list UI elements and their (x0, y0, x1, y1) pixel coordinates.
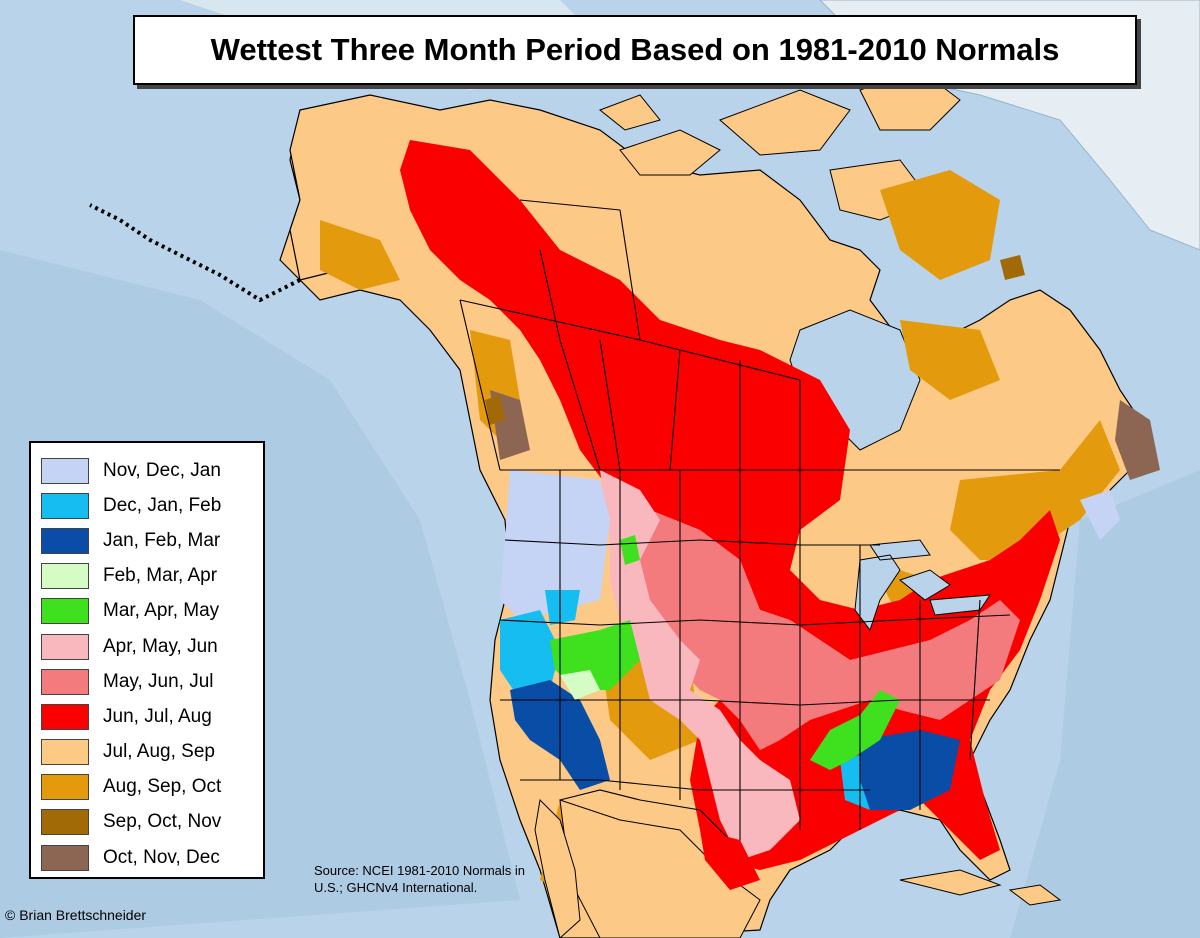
legend-label: Dec, Jan, Feb (103, 494, 222, 516)
legend-label: Oct, Nov, Dec (103, 846, 220, 868)
region-aug-sep-oct (320, 170, 1120, 900)
legend-swatch (41, 739, 89, 766)
legend-swatch (41, 492, 89, 519)
legend-swatch (41, 633, 89, 660)
legend-swatch (41, 809, 89, 836)
great-lakes (854, 539, 991, 632)
region-feb-mar-apr (560, 670, 600, 700)
legend-swatch (41, 457, 89, 484)
legend-label: Aug, Sep, Oct (103, 776, 222, 798)
legend-label: Apr, May, Jun (103, 635, 218, 657)
legend-swatch (41, 598, 89, 625)
legend-swatch (41, 527, 89, 554)
legend-item: Sep, Oct, Nov (41, 805, 263, 840)
map-title: Wettest Three Month Period Based on 1981… (133, 15, 1137, 85)
legend-item: Mar, Apr, May (41, 594, 263, 629)
legend-item: May, Jun, Jul (41, 664, 263, 699)
region-apr-may-jun (600, 470, 800, 860)
author-credit: © Brian Brettschneider (5, 907, 147, 923)
legend-item: Nov, Dec, Jan (41, 453, 263, 488)
legend-item: Aug, Sep, Oct (41, 770, 263, 805)
legend-item: Apr, May, Jun (41, 629, 263, 664)
legend-item: Feb, Mar, Apr (41, 559, 263, 594)
mexico-land (559, 799, 761, 938)
legend-label: Mar, Apr, May (103, 600, 220, 622)
legend-label: Nov, Dec, Jan (103, 459, 221, 481)
legend-swatch (41, 774, 89, 801)
legend-item: Dec, Jan, Feb (41, 488, 263, 523)
political-borders (459, 199, 1060, 860)
legend-swatch (41, 563, 89, 590)
legend-label: May, Jun, Jul (103, 670, 214, 692)
arctic-islands (599, 69, 961, 221)
legend-item: Jul, Aug, Sep (41, 735, 263, 770)
baja-california (534, 798, 581, 938)
legend-label: Jul, Aug, Sep (103, 741, 215, 763)
legend: Nov, Dec, Jan Dec, Jan, Feb Jan, Feb, Ma… (29, 441, 265, 879)
legend-label: Feb, Mar, Apr (103, 565, 218, 587)
aleutian-chain (89, 203, 301, 303)
legend-item: Oct, Nov, Dec (41, 840, 263, 875)
caribbean-islands (899, 869, 1062, 906)
legend-swatch (41, 703, 89, 730)
legend-label: Sep, Oct, Nov (103, 811, 222, 833)
legend-swatch (41, 668, 89, 695)
legend-item: Jan, Feb, Mar (41, 523, 263, 558)
mexico-red-patch (700, 830, 760, 890)
source-note: Source: NCEI 1981-2010 Normals in U.S.; … (314, 863, 525, 895)
deep-ocean-shading-east (1010, 470, 1200, 938)
legend-label: Jan, Feb, Mar (103, 529, 221, 551)
legend-label: Jun, Jul, Aug (103, 705, 212, 727)
legend-swatch (41, 844, 89, 871)
region-may-jun-jul (610, 490, 1020, 750)
legend-item: Jun, Jul, Aug (41, 699, 263, 734)
